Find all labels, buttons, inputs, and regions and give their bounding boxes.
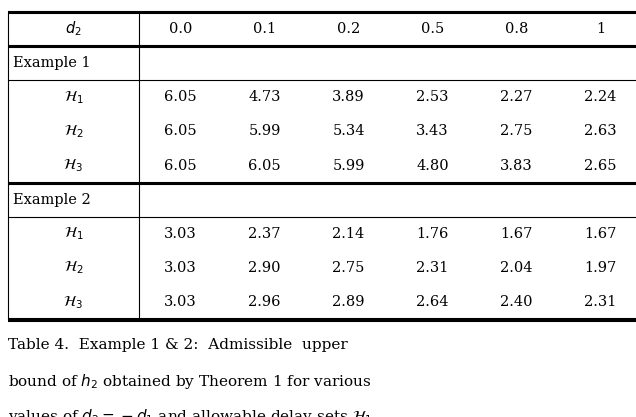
Text: 6.05: 6.05	[164, 158, 197, 173]
Text: 1: 1	[596, 22, 605, 36]
Text: 0.1: 0.1	[253, 22, 276, 36]
Text: Table 4.  Example 1 & 2:  Admissible  upper: Table 4. Example 1 & 2: Admissible upper	[8, 338, 348, 352]
Text: 6.05: 6.05	[164, 124, 197, 138]
Text: 2.75: 2.75	[501, 124, 532, 138]
Text: 3.43: 3.43	[416, 124, 449, 138]
Text: 6.05: 6.05	[164, 90, 197, 104]
Text: 6.05: 6.05	[248, 158, 281, 173]
Text: $d_2$: $d_2$	[65, 20, 82, 38]
Text: 2.63: 2.63	[584, 124, 617, 138]
Text: 2.90: 2.90	[248, 261, 281, 275]
Text: 2.65: 2.65	[584, 158, 617, 173]
Text: 3.03: 3.03	[164, 261, 197, 275]
Text: 4.80: 4.80	[416, 158, 449, 173]
Text: 0.2: 0.2	[337, 22, 360, 36]
Text: 2.96: 2.96	[248, 295, 281, 309]
Text: 2.64: 2.64	[416, 295, 449, 309]
Text: 2.37: 2.37	[248, 227, 281, 241]
Text: $\mathcal{H}_2$: $\mathcal{H}_2$	[64, 260, 83, 276]
Text: 2.40: 2.40	[500, 295, 533, 309]
Text: 2.14: 2.14	[333, 227, 364, 241]
Text: Example 2: Example 2	[13, 193, 91, 207]
Text: 5.99: 5.99	[249, 124, 280, 138]
Text: $\mathcal{H}_2$: $\mathcal{H}_2$	[64, 123, 83, 140]
Text: 1.67: 1.67	[501, 227, 532, 241]
Text: 1.67: 1.67	[584, 227, 616, 241]
Text: 5.34: 5.34	[332, 124, 365, 138]
Text: 5.99: 5.99	[333, 158, 364, 173]
Text: 2.27: 2.27	[501, 90, 532, 104]
Text: 4.73: 4.73	[248, 90, 281, 104]
Text: 0.8: 0.8	[505, 22, 528, 36]
Text: $\mathcal{H}_1$: $\mathcal{H}_1$	[64, 226, 83, 242]
Text: 3.03: 3.03	[164, 227, 197, 241]
Text: 2.75: 2.75	[333, 261, 364, 275]
Text: values of $d_2 = -d_1$ and allowable delay sets $\mathcal{H}_1$,: values of $d_2 = -d_1$ and allowable del…	[8, 407, 378, 417]
Text: $\mathcal{H}_3$: $\mathcal{H}_3$	[64, 157, 83, 174]
Text: 2.31: 2.31	[584, 295, 616, 309]
Text: $\mathcal{H}_3$: $\mathcal{H}_3$	[64, 294, 83, 311]
Text: bound of $h_2$ obtained by Theorem 1 for various: bound of $h_2$ obtained by Theorem 1 for…	[8, 372, 372, 392]
Text: 0.0: 0.0	[169, 22, 192, 36]
Text: 1.76: 1.76	[417, 227, 448, 241]
Text: 2.31: 2.31	[417, 261, 448, 275]
Text: 2.53: 2.53	[416, 90, 449, 104]
Text: 2.04: 2.04	[500, 261, 533, 275]
Text: Example 1: Example 1	[13, 56, 91, 70]
Text: 2.24: 2.24	[584, 90, 616, 104]
Text: 0.5: 0.5	[421, 22, 444, 36]
Text: 2.89: 2.89	[332, 295, 365, 309]
Text: 1.97: 1.97	[584, 261, 616, 275]
Text: $\mathcal{H}_1$: $\mathcal{H}_1$	[64, 89, 83, 106]
Text: 3.03: 3.03	[164, 295, 197, 309]
Text: 3.83: 3.83	[500, 158, 533, 173]
Text: 3.89: 3.89	[332, 90, 365, 104]
